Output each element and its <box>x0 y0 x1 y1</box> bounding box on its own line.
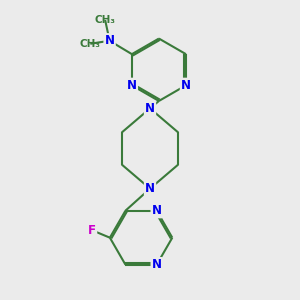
Text: F: F <box>88 224 96 237</box>
Text: CH₃: CH₃ <box>80 39 101 49</box>
Text: N: N <box>181 79 191 92</box>
Text: N: N <box>127 79 137 92</box>
Text: N: N <box>105 34 115 47</box>
Text: CH₃: CH₃ <box>94 15 116 25</box>
Text: N: N <box>152 204 162 217</box>
Text: N: N <box>145 102 155 115</box>
Text: N: N <box>152 258 162 271</box>
Text: N: N <box>145 182 155 195</box>
